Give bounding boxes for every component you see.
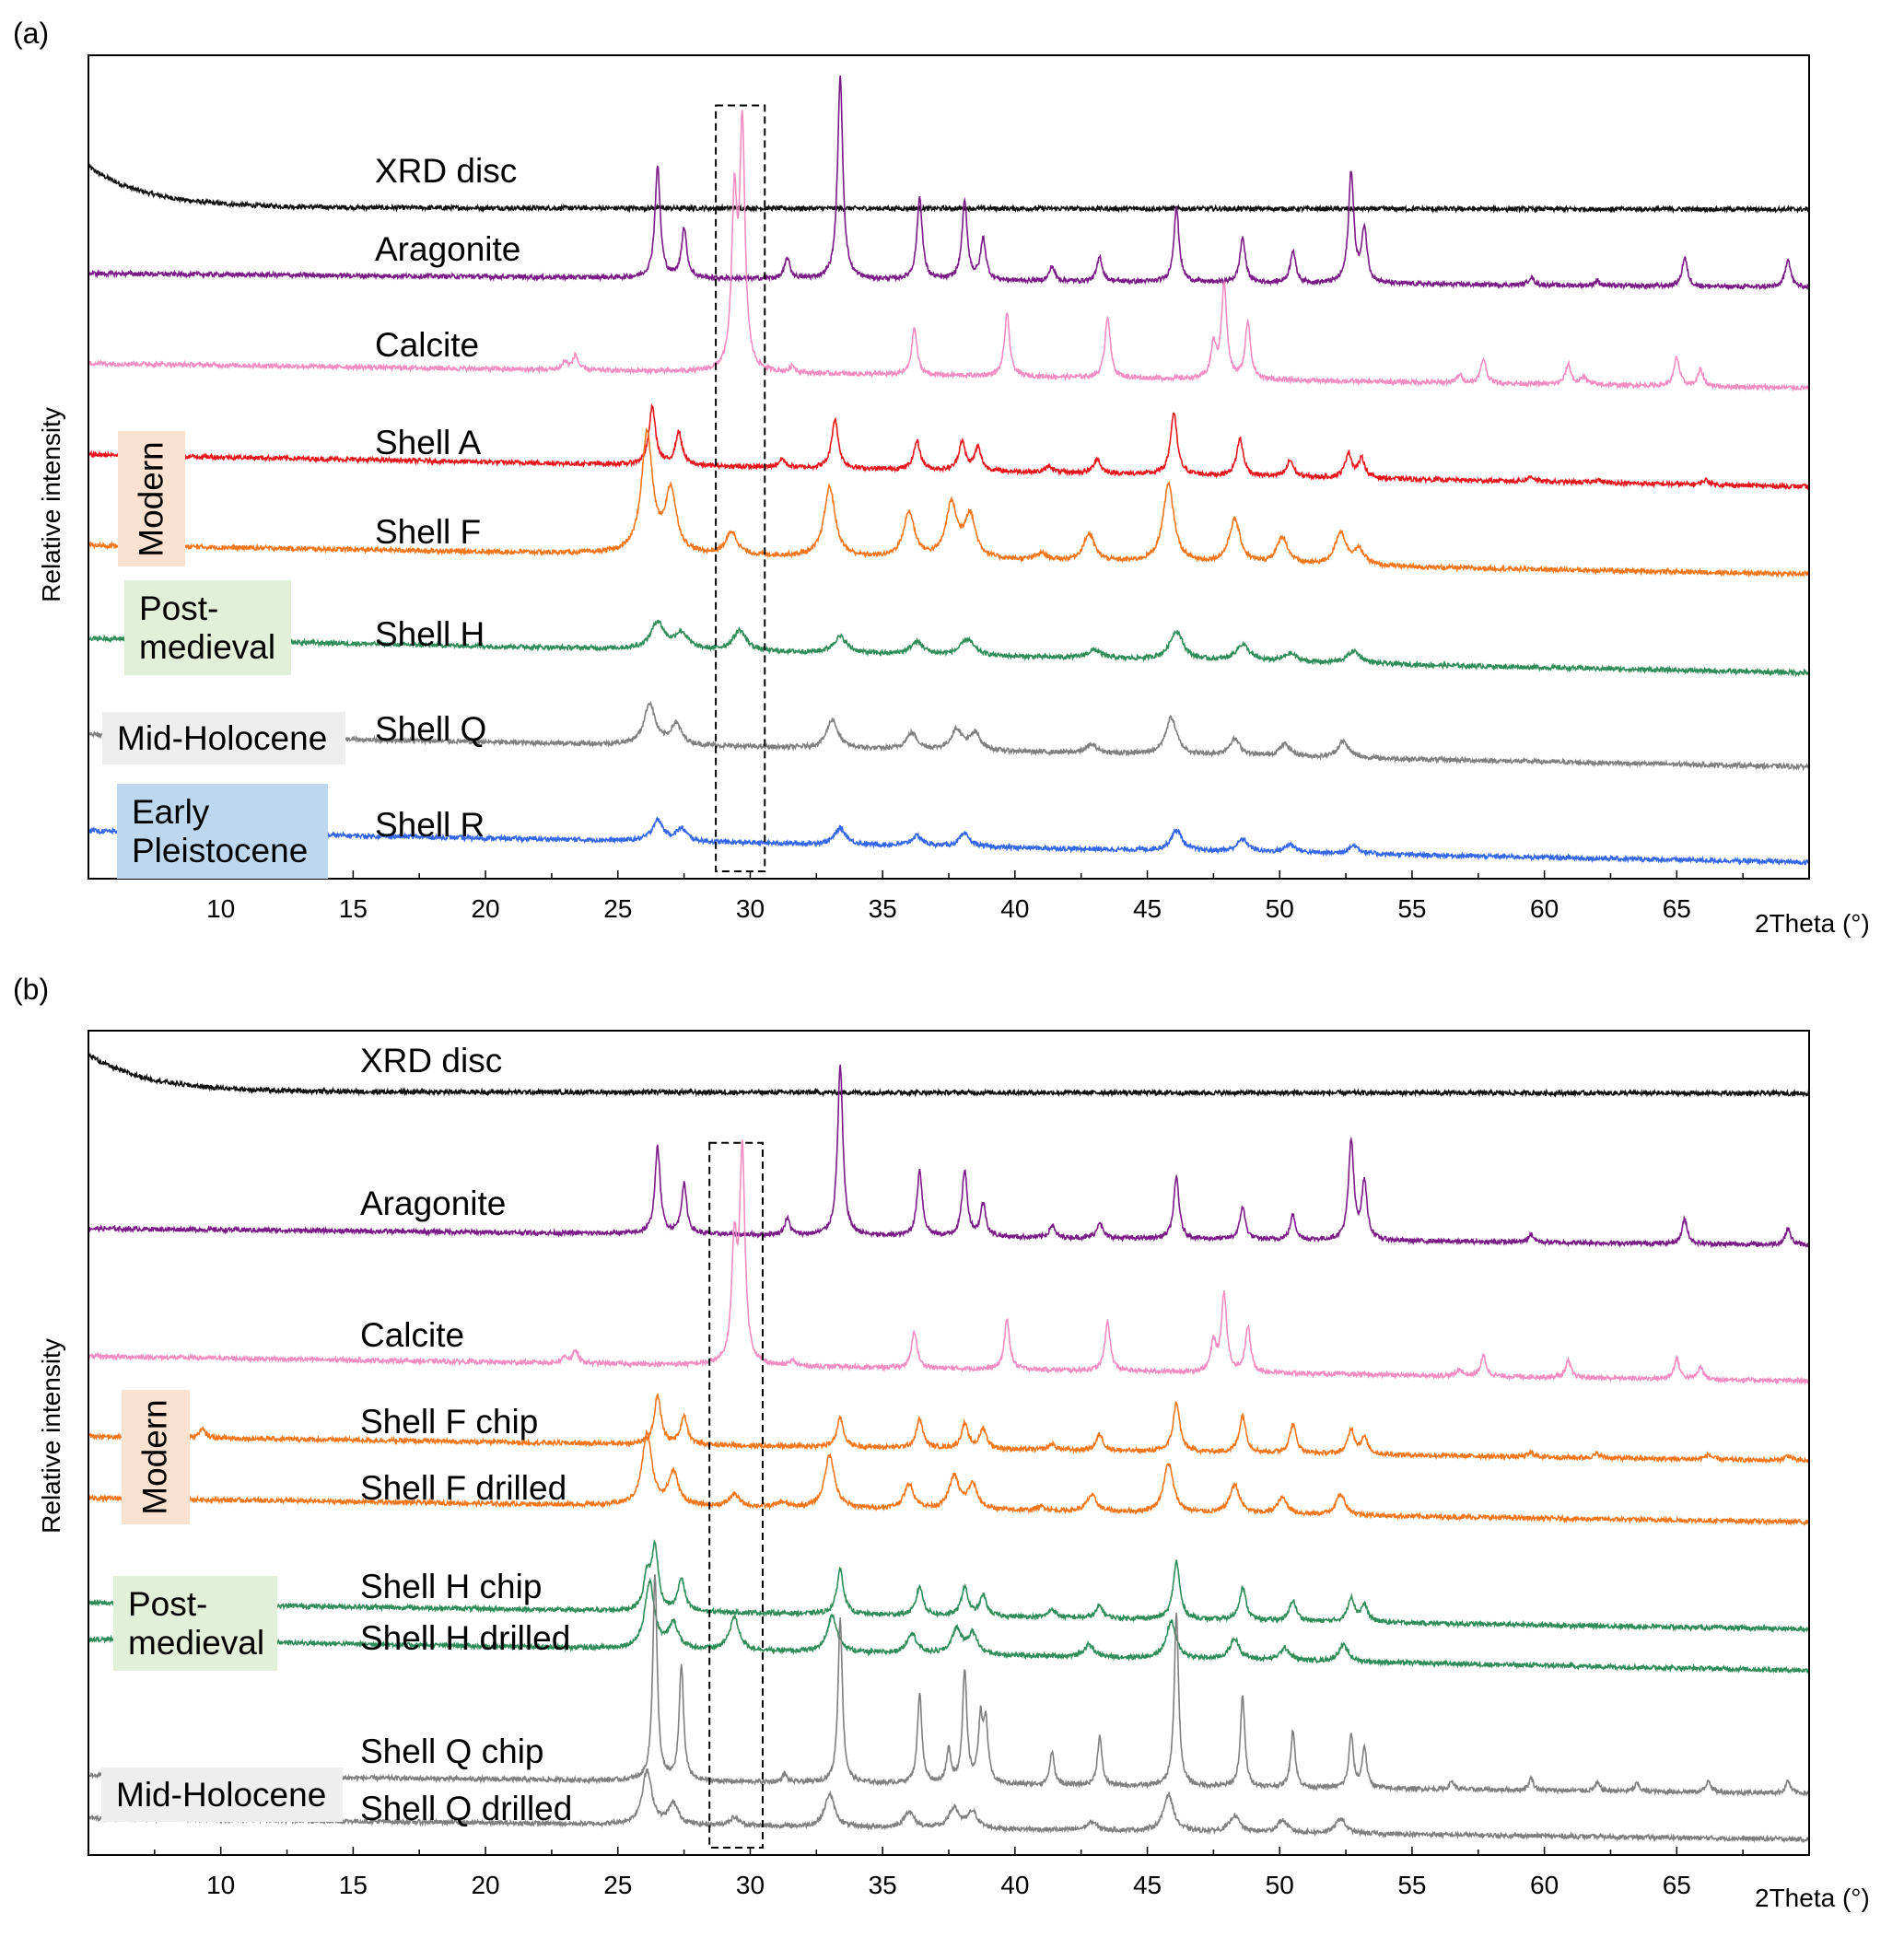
- x-tick-label: 45: [1133, 1871, 1162, 1899]
- x-tick-label: 55: [1397, 1871, 1426, 1899]
- highlight-region-box: [708, 1141, 764, 1849]
- group-box-post-medieval-b: Post- medieval: [113, 1576, 277, 1671]
- trace-shell-q-chip: [88, 1574, 1810, 1798]
- series-label-shell-f-drilled: Shell F drilled: [360, 1469, 567, 1507]
- trace-xrd-disc: [88, 163, 1810, 215]
- trace-aragonite: [88, 75, 1810, 291]
- x-tick-label: 25: [603, 1871, 632, 1899]
- x-tick-label: 40: [1000, 894, 1029, 923]
- x-tick-label: 35: [869, 894, 897, 923]
- x-tick-label: 20: [471, 1871, 499, 1899]
- series-label-shell-r: Shell R: [375, 806, 485, 844]
- x-tick-label: 15: [339, 894, 368, 923]
- x-tick-label: 25: [603, 894, 632, 923]
- series-label-shell-f-chip: Shell F chip: [360, 1403, 539, 1441]
- series-label-shell-h: Shell H: [375, 615, 485, 653]
- series-label-xrd-disc: XRD disc: [375, 152, 518, 190]
- group-box-early-pleistocene-a: Early Pleistocene: [117, 784, 328, 879]
- group-box-post-medieval-a: Post- medieval: [124, 580, 291, 675]
- x-axis-title-b: 2Theta (°): [1755, 1884, 1870, 1912]
- trace-shell-f-drilled: [88, 1429, 1810, 1527]
- x-tick-label: 50: [1266, 1871, 1294, 1899]
- group-label-modern: Modern: [136, 1399, 175, 1515]
- trace-shell-a: [88, 403, 1810, 492]
- x-tick-label: 65: [1663, 1871, 1691, 1899]
- trace-shell-f: [88, 427, 1810, 578]
- trace-shell-q-drilled: [88, 1768, 1810, 1844]
- trace-shell-r: [88, 816, 1810, 867]
- series-label-shell-q-drilled: Shell Q drilled: [360, 1790, 573, 1827]
- x-tick-label: 40: [1000, 1871, 1029, 1899]
- group-label-line: Post-: [128, 1585, 208, 1624]
- series-label-shell-q: Shell Q: [375, 710, 487, 748]
- trace-calcite: [88, 1139, 1810, 1386]
- x-tick-label: 10: [206, 1871, 235, 1899]
- group-label-line: Pleistocene: [132, 831, 309, 869]
- series-label-shell-q-chip: Shell Q chip: [360, 1733, 544, 1770]
- x-tick-label: 30: [736, 894, 765, 923]
- series-label-shell-a: Shell A: [375, 424, 482, 461]
- x-tick-label: 35: [869, 1871, 897, 1899]
- group-box-mid-holocene-b: Mid-Holocene: [101, 1768, 343, 1822]
- series-label-shell-h-chip: Shell H chip: [360, 1568, 543, 1605]
- x-tick-label: 20: [471, 894, 499, 923]
- y-axis-label-b: Relative intensity: [37, 1338, 65, 1534]
- highlight-region-box: [715, 104, 766, 872]
- group-label-line: medieval: [128, 1623, 265, 1662]
- x-tick-label: 50: [1266, 894, 1294, 923]
- group-box-modern-b: Modern: [122, 1390, 190, 1524]
- group-label-line: Early: [132, 793, 210, 832]
- series-label-shell-h-drilled: Shell H drilled: [360, 1619, 571, 1657]
- x-tick-label: 30: [736, 1871, 765, 1899]
- x-axis-title-a: 2Theta (°): [1755, 909, 1870, 938]
- trace-calcite: [88, 110, 1810, 392]
- trace-shell-q: [88, 700, 1810, 772]
- series-label-calcite: Calcite: [375, 326, 480, 364]
- panel-label-b: (b): [13, 973, 50, 1006]
- trace-shell-h-drilled: [88, 1577, 1810, 1674]
- series-label-aragonite: Aragonite: [375, 230, 521, 268]
- plot-frame: [88, 1030, 1810, 1856]
- group-label-line: Mid-Holocene: [116, 1775, 327, 1814]
- trace-shell-h: [88, 619, 1810, 678]
- panel-label-a: (a): [13, 17, 50, 50]
- trace-shell-h-chip: [88, 1538, 1810, 1634]
- x-tick-label: 15: [339, 1871, 368, 1899]
- x-tick-label: 55: [1397, 894, 1426, 923]
- group-label-line: medieval: [139, 627, 276, 666]
- x-tick-label: 60: [1530, 894, 1559, 923]
- trace-shell-f-chip: [88, 1393, 1810, 1465]
- y-axis-label-a: Relative intensity: [37, 407, 65, 602]
- series-label-calcite: Calcite: [360, 1316, 465, 1354]
- x-tick-label: 45: [1133, 894, 1162, 923]
- series-label-xrd-disc: XRD disc: [360, 1042, 503, 1079]
- group-label-line: Post-: [139, 589, 219, 628]
- group-label-line: Mid-Holocene: [117, 718, 328, 757]
- x-tick-label: 60: [1530, 1871, 1559, 1899]
- x-tick-label: 10: [206, 894, 235, 923]
- group-label-modern: Modern: [132, 440, 170, 557]
- trace-xrd-disc: [88, 1053, 1810, 1099]
- group-box-mid-holocene-a: Mid-Holocene: [102, 712, 345, 764]
- series-label-aragonite: Aragonite: [360, 1184, 507, 1222]
- group-box-modern-a: Modern: [118, 431, 185, 566]
- series-label-shell-f: Shell F: [375, 513, 482, 551]
- trace-aragonite: [88, 1064, 1810, 1249]
- x-tick-label: 65: [1663, 894, 1691, 923]
